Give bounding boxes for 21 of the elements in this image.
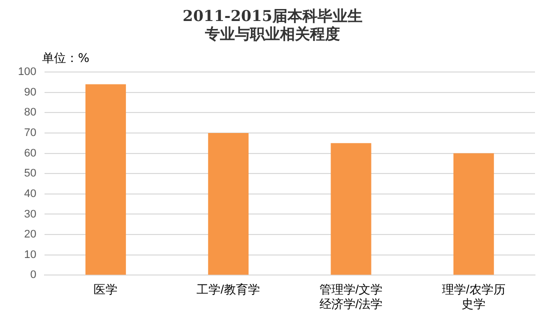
y-tick-label: 40 [24, 188, 36, 200]
y-axis-title: 单位：% [42, 50, 90, 67]
y-tick-label: 30 [24, 208, 36, 220]
y-tick-label: 80 [24, 106, 36, 119]
y-tick-label: 70 [24, 126, 36, 139]
y-tick-label: 20 [24, 228, 36, 241]
y-tick-label: 60 [24, 147, 36, 160]
y-tick-label: 90 [24, 86, 36, 98]
bar [208, 132, 249, 275]
x-tick-label: 理学/农学历史学 [442, 282, 506, 312]
x-tick-label: 工学/教育学 [196, 282, 260, 297]
bar [330, 143, 372, 275]
y-tick-label: 10 [24, 248, 36, 261]
y-tick-label: 100 [18, 66, 36, 78]
bar [453, 153, 494, 275]
x-tick-label: 医学 [94, 282, 118, 297]
y-tick-label: 0 [30, 269, 36, 282]
y-tick-label: 50 [24, 168, 36, 180]
bar [85, 84, 126, 275]
chart-title: 2011-2015届本科毕业生专业与职业相关程度 [182, 6, 362, 43]
x-tick-label: 管理学/文学经济学/法学 [319, 282, 383, 312]
